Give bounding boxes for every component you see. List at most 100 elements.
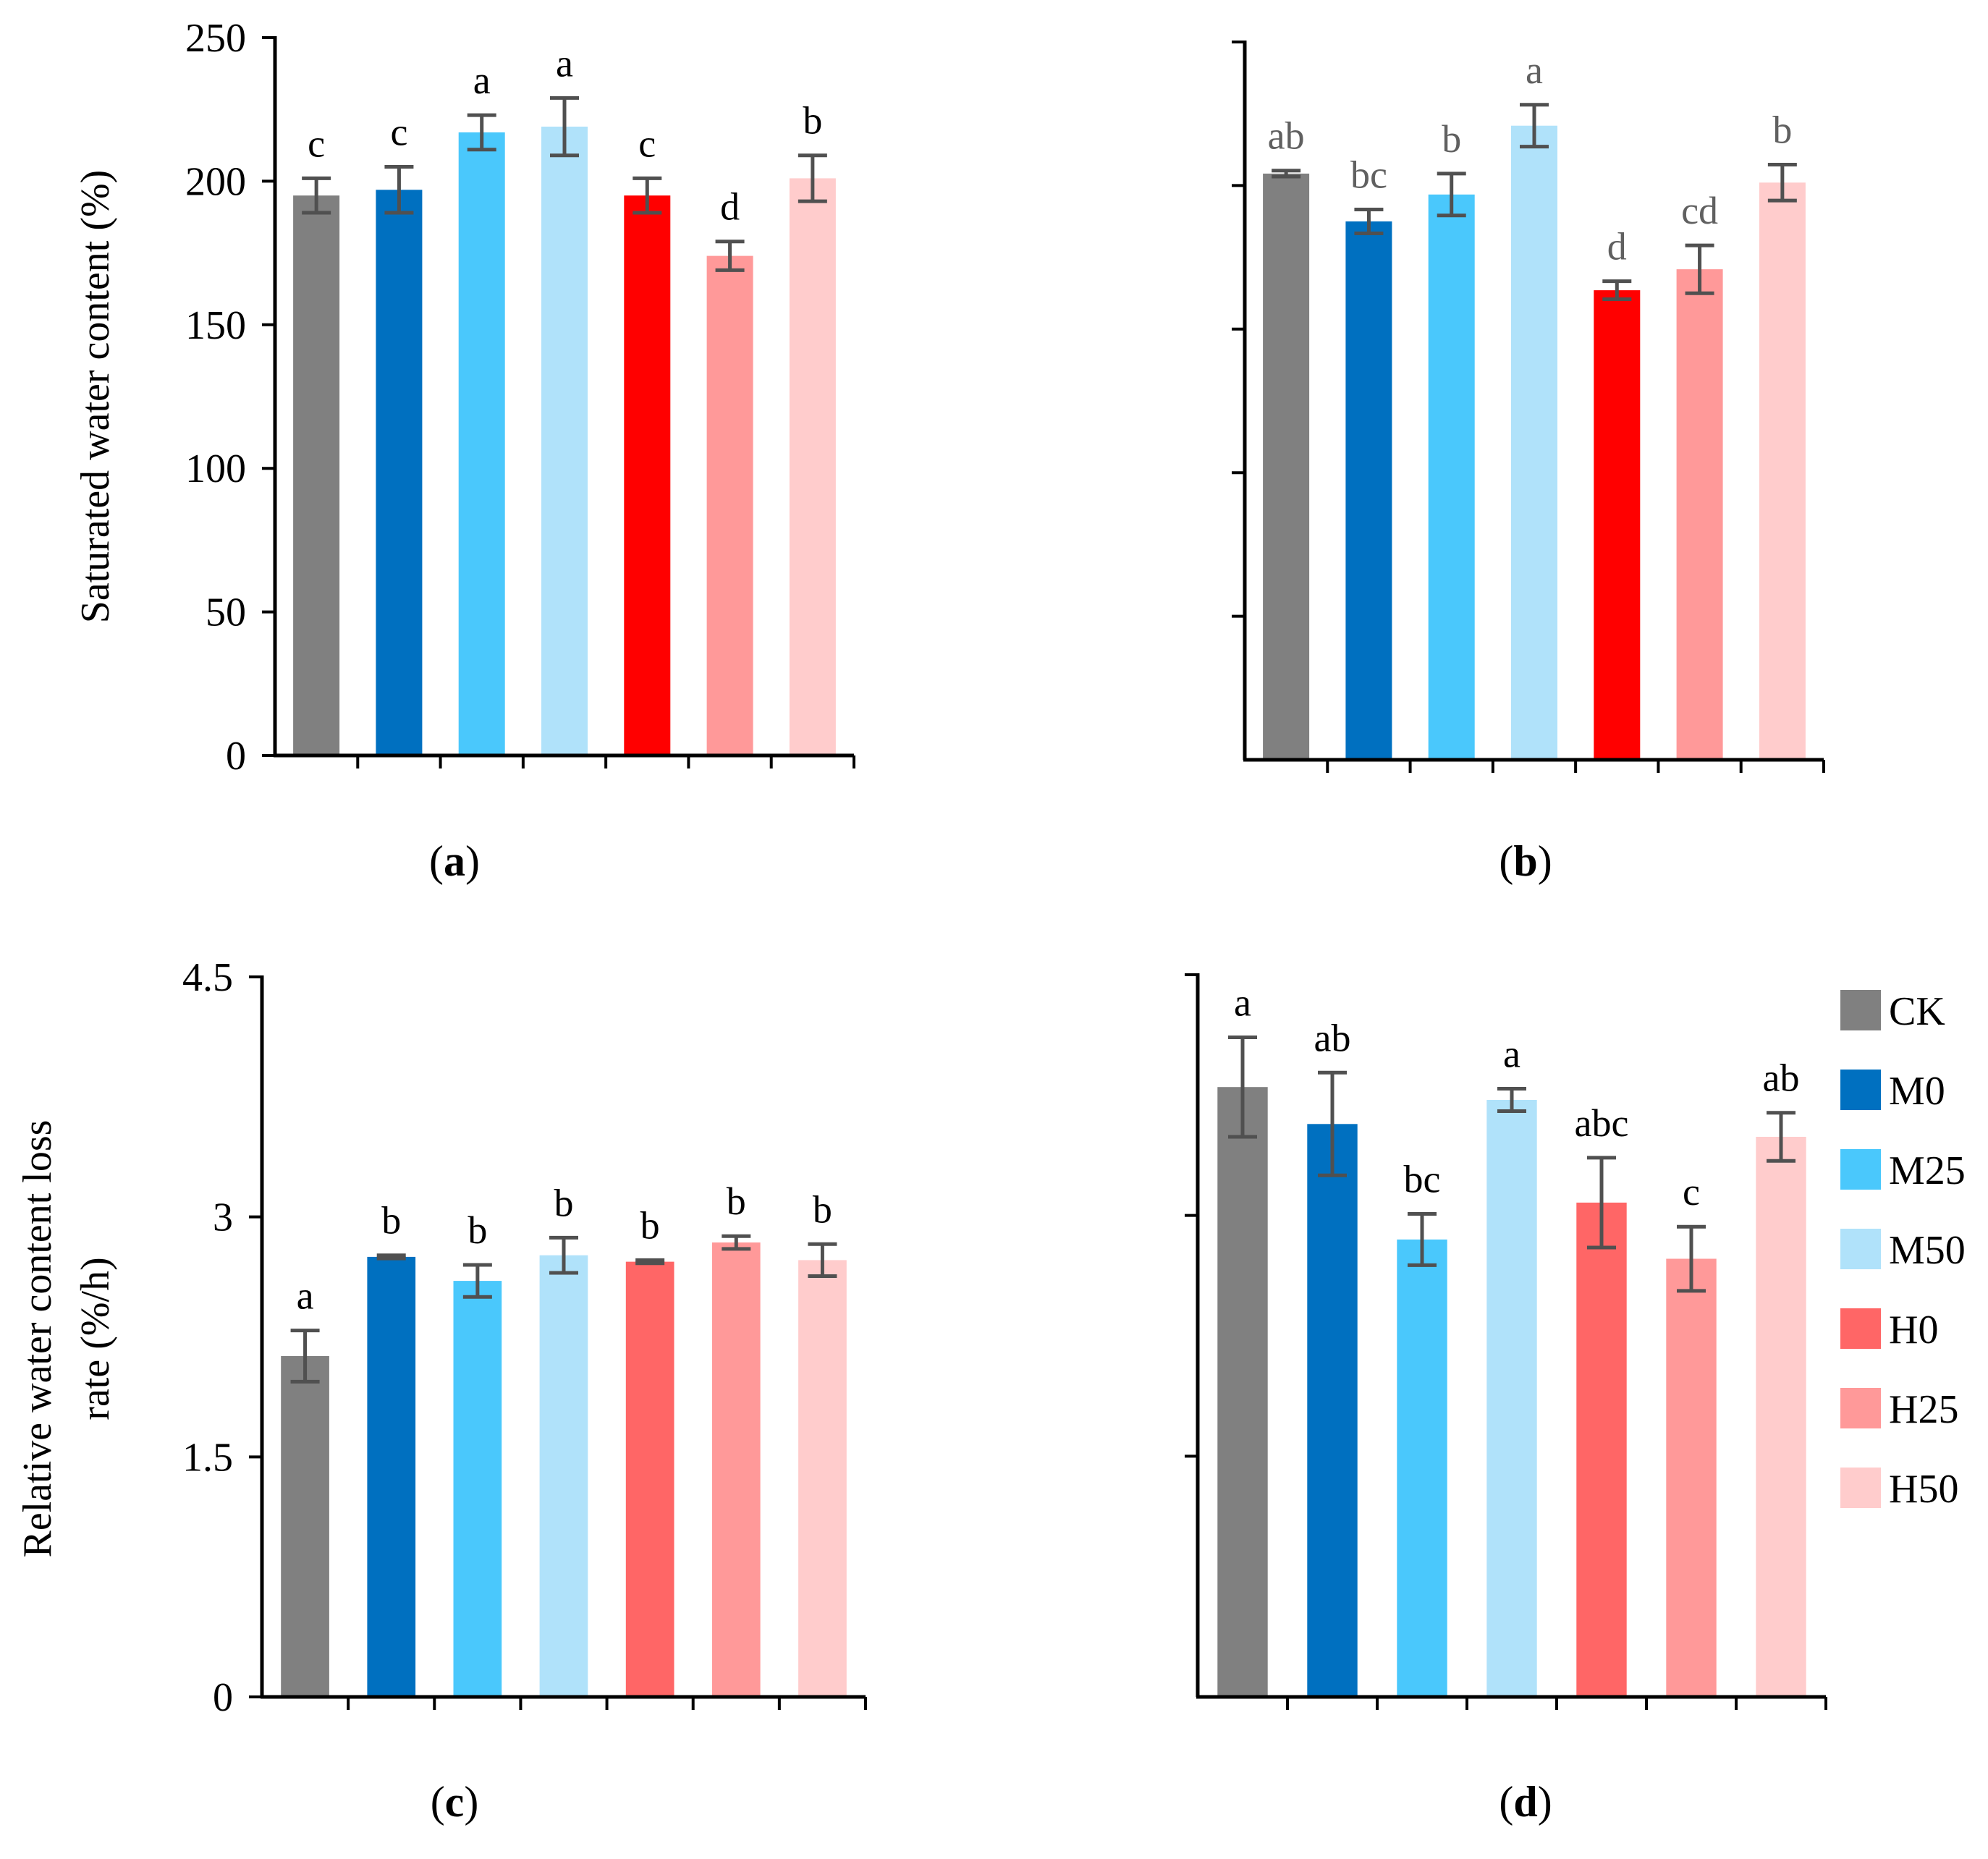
y-tick-label-c: 3 — [213, 1195, 233, 1240]
bar-a-CK — [293, 195, 340, 755]
legend-swatch-H0 — [1840, 1308, 1881, 1349]
significance-letter-d-M25: bc — [1404, 1157, 1441, 1200]
chart-panel-d: a ab bc a abc c ab (d) — [1185, 973, 1827, 1826]
legend-swatch-M0 — [1840, 1070, 1881, 1110]
error-bar-b-M25 — [1437, 171, 1466, 218]
bar-c-M0 — [367, 1256, 416, 1697]
bar-a-H25 — [706, 255, 753, 756]
chart-panel-c: a b b b b b b 0 1.5 3 4.5 Relative water content lo… — [15, 955, 867, 1826]
legend: CK M0 M25 M50 H0 H25 H50 — [1840, 989, 1966, 1512]
panel-label-letter: d — [1513, 1778, 1537, 1826]
y-axis-title-a: Saturated water content (%) — [73, 170, 118, 624]
bar-d-H0 — [1576, 1202, 1627, 1697]
bar-c-H0 — [625, 1261, 674, 1697]
significance-letter-d-H50: ab — [1763, 1056, 1800, 1100]
legend-label-H0: H0 — [1889, 1308, 1938, 1352]
panel-label-close-paren: ) — [1538, 837, 1552, 885]
legend-swatch-M50 — [1840, 1229, 1881, 1269]
bar-d-M50 — [1486, 1100, 1537, 1697]
legend-swatch-H50 — [1840, 1468, 1881, 1508]
significance-letter-b-M25: b — [1442, 117, 1461, 161]
significance-letter-b-H50: b — [1772, 109, 1792, 152]
significance-letter-d-H25: c — [1683, 1170, 1700, 1214]
error-bar-c-H50 — [808, 1242, 837, 1278]
y-axis-title-line: rate (%/h) — [73, 1257, 118, 1420]
bar-d-M25 — [1397, 1239, 1447, 1697]
significance-letter-a-H25: d — [720, 185, 740, 229]
bar-b-CK — [1263, 173, 1310, 760]
bar-a-H0 — [624, 195, 671, 755]
bar-b-H50 — [1759, 182, 1806, 761]
panel-label-c: (c) — [431, 1778, 479, 1826]
panel-label-letter: c — [445, 1778, 465, 1826]
bar-b-M25 — [1428, 194, 1475, 760]
bar-a-M0 — [376, 190, 423, 755]
y-tick-label-c: 4.5 — [182, 955, 233, 1000]
panel-label-letter: a — [444, 837, 465, 885]
panel-label-close-paren: ) — [1538, 1778, 1552, 1826]
significance-letter-a-H0: c — [638, 122, 656, 165]
bar-b-H25 — [1676, 269, 1723, 761]
error-bar-b-H0 — [1602, 279, 1632, 301]
significance-letter-b-H25: cd — [1681, 189, 1718, 232]
error-bar-a-M25 — [467, 113, 496, 152]
y-tick-label-a: 0 — [226, 734, 246, 779]
bar-c-M50 — [539, 1255, 588, 1697]
panel-label-a: (a) — [429, 837, 480, 885]
panel-label-open-paren: ( — [429, 837, 444, 885]
legend-label-M25: M25 — [1889, 1148, 1966, 1193]
error-bar-a-H0 — [633, 176, 662, 215]
panel-label-close-paren: ) — [465, 837, 480, 885]
significance-letter-c-H25: b — [727, 1180, 746, 1223]
legend-swatch-CK — [1840, 990, 1881, 1030]
error-bar-b-M50 — [1520, 103, 1549, 149]
significance-letter-a-H50: b — [803, 99, 822, 143]
significance-letter-c-H0: b — [640, 1203, 660, 1247]
legend-label-H50: H50 — [1889, 1467, 1958, 1512]
error-bar-d-M25 — [1408, 1211, 1437, 1267]
bar-c-CK — [281, 1356, 329, 1697]
bar-d-M0 — [1307, 1124, 1358, 1697]
significance-letter-b-M0: bc — [1350, 153, 1387, 197]
panel-label-letter: b — [1513, 837, 1537, 885]
error-bar-a-CK — [302, 176, 331, 215]
significance-letter-c-M0: b — [381, 1199, 401, 1242]
legend-swatch-M25 — [1840, 1149, 1881, 1190]
legend-label-M0: M0 — [1889, 1069, 1945, 1114]
bar-b-M50 — [1511, 125, 1557, 760]
y-axis-title-line: Relative water content loss — [15, 1120, 60, 1558]
error-bar-a-M0 — [384, 165, 414, 215]
error-bar-d-M0 — [1318, 1070, 1347, 1177]
bar-d-CK — [1217, 1087, 1268, 1697]
error-bar-a-M50 — [550, 96, 579, 158]
error-bar-a-H25 — [715, 240, 745, 272]
error-bar-c-H0 — [635, 1258, 665, 1266]
y-axis-title-line: Saturated water content (%) — [73, 170, 118, 624]
error-bar-c-H25 — [722, 1234, 751, 1251]
y-tick-label-a: 200 — [185, 159, 246, 204]
y-tick-label-a: 50 — [206, 590, 246, 635]
error-bar-c-M25 — [462, 1263, 492, 1299]
panel-label-b: (b) — [1499, 837, 1552, 885]
y-axis-title-c: Relative water content loss rate (%/h) — [15, 1120, 118, 1558]
y-tick-label-c: 0 — [213, 1675, 233, 1720]
significance-letter-b-CK: ab — [1268, 114, 1305, 158]
significance-letter-c-H50: b — [813, 1187, 832, 1231]
significance-letter-d-H0: abc — [1575, 1101, 1629, 1145]
bar-d-H25 — [1666, 1258, 1717, 1697]
legend-label-H25: H25 — [1889, 1387, 1958, 1432]
significance-letter-a-M25: a — [473, 59, 491, 102]
bar-a-M50 — [541, 127, 588, 755]
significance-letter-c-M25: b — [468, 1208, 487, 1252]
error-bar-b-CK — [1272, 169, 1301, 179]
error-bar-c-CK — [290, 1329, 320, 1384]
significance-letter-b-H0: d — [1607, 225, 1627, 268]
error-bar-b-H25 — [1685, 243, 1714, 295]
bar-a-H50 — [789, 178, 836, 755]
y-tick-label-a: 100 — [185, 446, 246, 491]
panel-label-d: (d) — [1499, 1778, 1552, 1826]
error-bar-d-H50 — [1767, 1111, 1795, 1163]
significance-letter-d-M0: ab — [1314, 1016, 1351, 1059]
significance-letter-a-CK: c — [308, 122, 325, 165]
